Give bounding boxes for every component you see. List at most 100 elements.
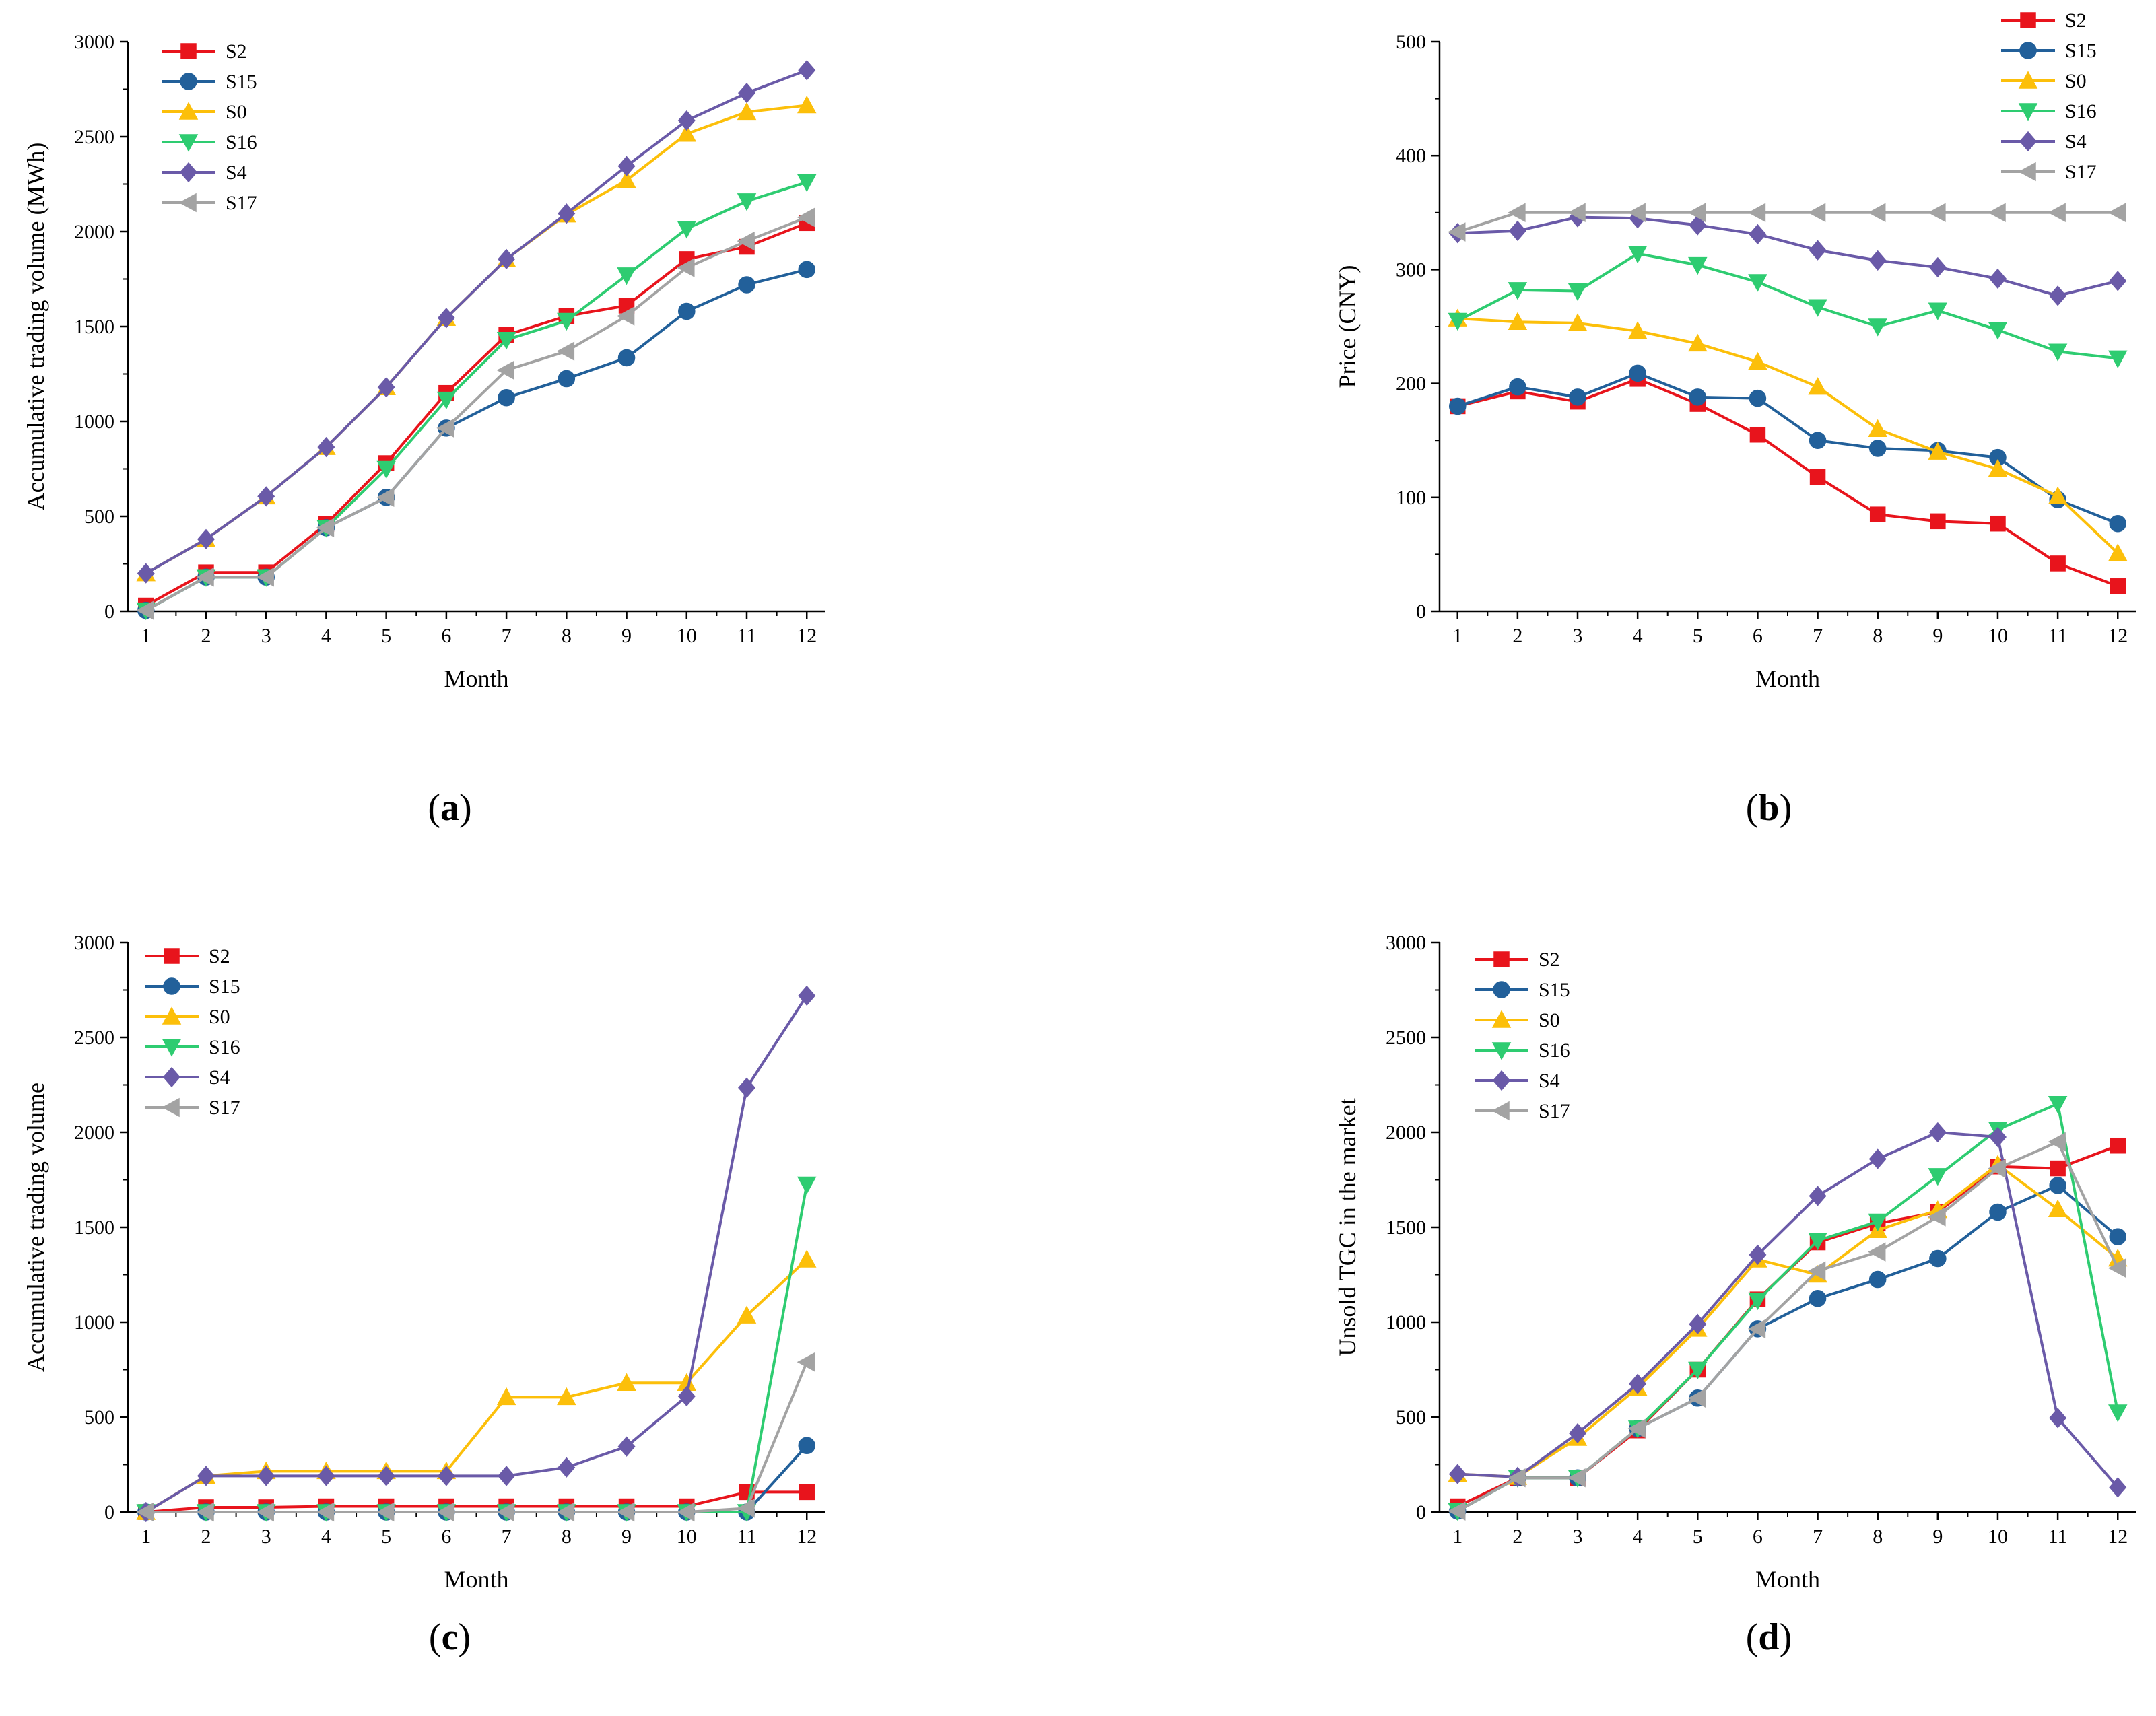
x-tick-label: 10 bbox=[677, 625, 697, 647]
x-tick-label: 2 bbox=[1512, 1525, 1522, 1548]
data-point-S17-5 bbox=[376, 487, 395, 508]
y-tick-label: 2000 bbox=[1386, 1122, 1426, 1144]
data-point-S17-9 bbox=[1928, 203, 1946, 223]
data-point-S4-9 bbox=[617, 156, 636, 176]
data-point-S0-11 bbox=[2048, 1199, 2068, 1217]
data-point-S4-4 bbox=[317, 1466, 335, 1486]
data-point-S17-12 bbox=[797, 207, 815, 228]
data-point-S17-3 bbox=[256, 1502, 274, 1522]
data-point-S0-2 bbox=[1508, 312, 1528, 330]
y-tick-label: 500 bbox=[1396, 31, 1426, 53]
data-point-S0-11 bbox=[737, 102, 757, 121]
data-point-S17-9 bbox=[616, 306, 635, 326]
data-point-S4-7 bbox=[1809, 240, 1827, 261]
data-point-S0-9 bbox=[1928, 442, 1948, 460]
data-point-S15-12 bbox=[2109, 514, 2127, 533]
data-point-S0-12 bbox=[2108, 543, 2128, 561]
x-tick-label: 1 bbox=[141, 625, 151, 647]
panel-label-a: (a) bbox=[428, 787, 471, 829]
data-point-S17-2 bbox=[1508, 1468, 1526, 1488]
x-tick-label: 3 bbox=[1573, 625, 1583, 647]
x-tick-label: 12 bbox=[2108, 1525, 2128, 1548]
data-point-S17-8 bbox=[556, 1502, 575, 1522]
x-tick-label: 9 bbox=[621, 1525, 632, 1548]
data-point-S16-2 bbox=[1508, 282, 1528, 300]
data-point-S0-12 bbox=[797, 1249, 817, 1268]
series-line-S15 bbox=[1457, 372, 2118, 525]
x-tick-label: 6 bbox=[1753, 1525, 1763, 1548]
series-line-S2 bbox=[1457, 377, 2118, 588]
legend-label-S17: S17 bbox=[209, 1097, 240, 1119]
data-point-S15-3 bbox=[1569, 388, 1586, 406]
panel-label-b: (b) bbox=[1746, 787, 1792, 829]
data-point-S16-11 bbox=[2048, 343, 2068, 362]
data-point-S2-12 bbox=[799, 1484, 815, 1501]
series-S4 bbox=[1448, 1122, 2127, 1498]
x-tick-label: 11 bbox=[737, 1525, 757, 1548]
data-point-S2-9 bbox=[1930, 513, 1946, 530]
panel-label-letter: d bbox=[1758, 1616, 1779, 1658]
data-point-S17-12 bbox=[797, 1352, 815, 1372]
data-point-S15-2 bbox=[1509, 378, 1526, 396]
x-tick-label: 10 bbox=[1988, 1525, 2008, 1548]
data-point-S16-12 bbox=[2108, 1404, 2128, 1422]
legend-marker-S17 bbox=[178, 193, 197, 213]
y-tick-label: 2000 bbox=[74, 221, 114, 243]
x-tick-label: 11 bbox=[2048, 1525, 2068, 1548]
series-line-S2 bbox=[145, 221, 807, 607]
data-point-S2-11 bbox=[2050, 555, 2066, 572]
x-tick-label: 4 bbox=[321, 625, 331, 647]
data-point-S4-12 bbox=[798, 985, 816, 1006]
data-point-S0-8 bbox=[557, 1387, 576, 1406]
data-point-S0-3 bbox=[1568, 313, 1588, 331]
legend-label-S2: S2 bbox=[1539, 949, 1560, 971]
panel-label-close-paren: ) bbox=[1780, 787, 1792, 829]
y-tick-label: 400 bbox=[1396, 145, 1426, 167]
panel-label-letter: a bbox=[440, 787, 459, 829]
data-point-S16-3 bbox=[1568, 283, 1588, 302]
legend-label-S17: S17 bbox=[2065, 161, 2097, 183]
x-tick-label: 12 bbox=[2108, 625, 2128, 647]
data-point-S16-8 bbox=[1868, 1213, 1887, 1232]
data-point-S15-9 bbox=[1929, 1249, 1947, 1268]
data-point-S16-11 bbox=[2048, 1095, 2068, 1114]
series-S16 bbox=[1448, 245, 2128, 368]
data-point-S4-6 bbox=[437, 308, 455, 329]
series-line-S17 bbox=[145, 1361, 809, 1513]
legend: S2 S15 S0 S16 S4 S17 bbox=[145, 945, 240, 1119]
data-point-S17-10 bbox=[677, 1502, 695, 1522]
data-point-S17-11 bbox=[737, 231, 755, 251]
data-point-S17-1 bbox=[136, 600, 154, 620]
data-point-S4-8 bbox=[1868, 1148, 1887, 1169]
y-tick-label: 1500 bbox=[74, 1216, 114, 1239]
data-point-S15-7 bbox=[498, 389, 515, 407]
legend-marker-S17 bbox=[162, 1097, 180, 1118]
legend-label-S16: S16 bbox=[226, 131, 257, 153]
legend-marker-S16 bbox=[2018, 103, 2038, 121]
data-point-S0-11 bbox=[737, 1305, 757, 1324]
y-tick-label: 3000 bbox=[1386, 932, 1426, 954]
data-point-S15-1 bbox=[1448, 397, 1467, 415]
data-point-S16-8 bbox=[557, 312, 576, 331]
y-tick-label: 0 bbox=[1416, 600, 1426, 623]
legend-label-S15: S15 bbox=[1539, 979, 1570, 1001]
legend-marker-S4 bbox=[163, 1066, 180, 1088]
legend-marker-S2 bbox=[180, 43, 197, 59]
y-tick-label: 300 bbox=[1396, 259, 1426, 281]
legend-label-S0: S0 bbox=[226, 101, 247, 123]
data-point-S16-4 bbox=[1627, 245, 1648, 264]
data-point-S17-8 bbox=[1868, 1242, 1886, 1262]
x-tick-label: 9 bbox=[621, 625, 632, 647]
legend-marker-S0 bbox=[2018, 71, 2038, 89]
data-point-S0-10 bbox=[1988, 458, 2008, 477]
data-point-S0-7 bbox=[1808, 377, 1827, 395]
data-point-S17-7 bbox=[496, 360, 514, 380]
x-tick-label: 5 bbox=[1693, 1525, 1703, 1548]
legend-marker-S4 bbox=[2019, 131, 2037, 152]
legend-marker-S16 bbox=[178, 134, 199, 152]
legend-marker-S15 bbox=[1493, 981, 1510, 998]
